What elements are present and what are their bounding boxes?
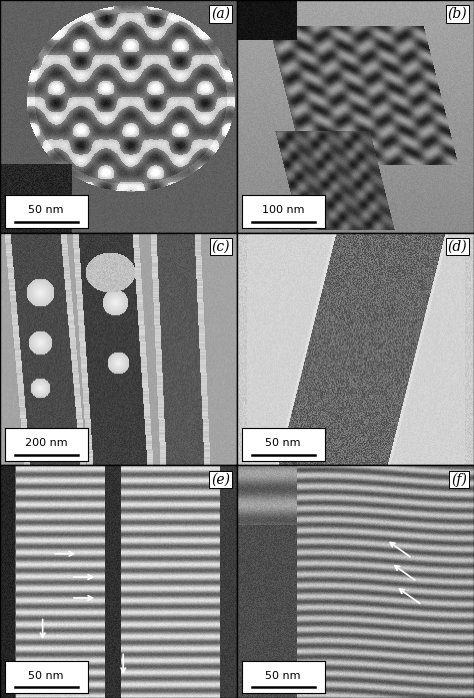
Text: (a): (a) xyxy=(211,7,230,21)
Text: (c): (c) xyxy=(211,239,230,253)
Text: (d): (d) xyxy=(447,239,467,253)
Text: (f): (f) xyxy=(451,473,467,487)
Text: (b): (b) xyxy=(447,7,467,21)
Text: (e): (e) xyxy=(211,473,230,487)
